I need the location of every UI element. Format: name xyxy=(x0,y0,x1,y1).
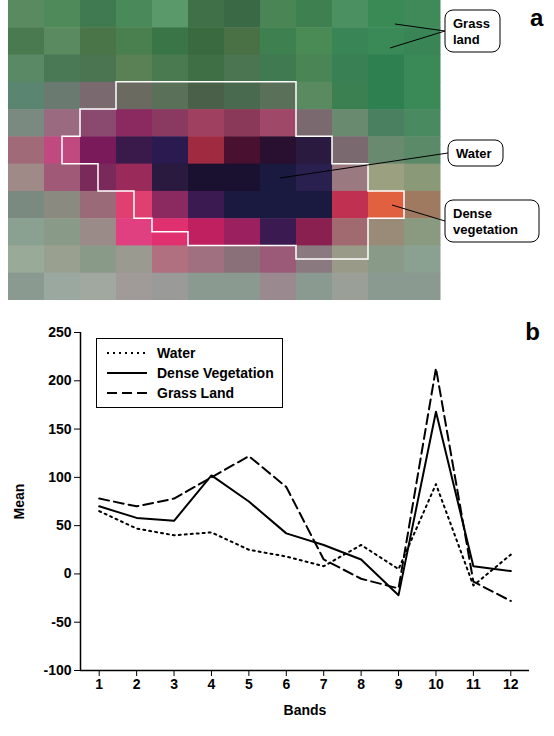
svg-text:vegetation: vegetation xyxy=(453,222,518,237)
svg-text:1: 1 xyxy=(95,676,103,692)
svg-text:a: a xyxy=(530,4,544,31)
html-text:Grass Land: Grass Land xyxy=(157,385,234,401)
svg-text:land: land xyxy=(453,32,480,47)
svg-text:Bands: Bands xyxy=(284,702,327,718)
svg-text:50: 50 xyxy=(56,517,72,533)
svg-text:10: 10 xyxy=(428,676,444,692)
svg-text:-50: -50 xyxy=(51,614,71,630)
svg-text:150: 150 xyxy=(48,421,72,437)
html-text:Water: Water xyxy=(157,345,196,361)
svg-text:-100: -100 xyxy=(43,662,71,678)
svg-text:200: 200 xyxy=(48,372,72,388)
html-text:b: b xyxy=(525,318,540,345)
svg-text:9: 9 xyxy=(395,676,403,692)
svg-text:6: 6 xyxy=(282,676,290,692)
svg-text:11: 11 xyxy=(466,676,481,692)
svg-text:Grass: Grass xyxy=(453,16,490,31)
svg-text:4: 4 xyxy=(208,676,216,692)
svg-text:100: 100 xyxy=(48,469,72,485)
svg-text:5: 5 xyxy=(245,676,253,692)
svg-text:3: 3 xyxy=(170,676,178,692)
svg-text:7: 7 xyxy=(320,676,328,692)
svg-text:8: 8 xyxy=(357,676,365,692)
svg-text:2: 2 xyxy=(133,676,141,692)
svg-text:Water: Water xyxy=(456,146,492,161)
svg-text:250: 250 xyxy=(48,324,72,340)
svg-text:0: 0 xyxy=(64,565,72,581)
html-text:Dense Vegetation: Dense Vegetation xyxy=(157,365,274,381)
svg-text:Dense: Dense xyxy=(453,206,492,221)
svg-text:Mean: Mean xyxy=(11,484,27,520)
svg-text:12: 12 xyxy=(503,676,519,692)
